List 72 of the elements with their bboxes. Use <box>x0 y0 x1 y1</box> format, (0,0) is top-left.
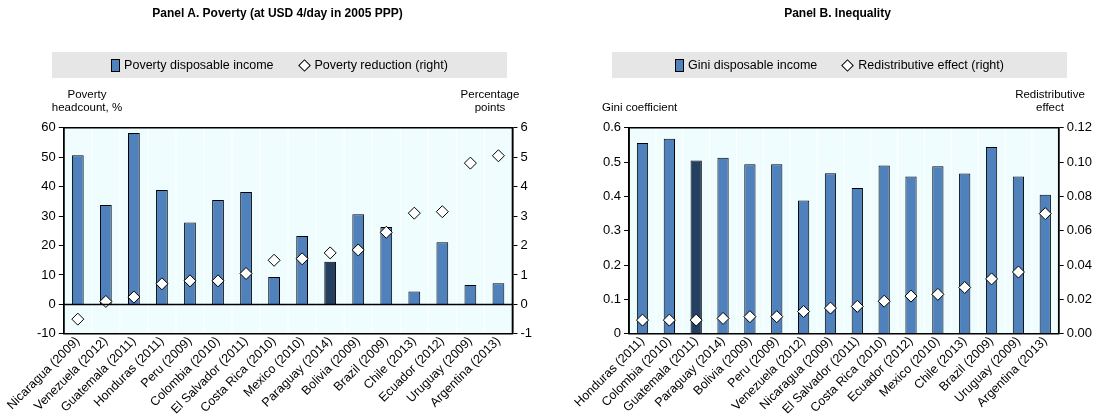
point <box>351 243 365 257</box>
point <box>850 299 864 313</box>
y2-axis-title: Redistributive effect <box>1014 88 1086 114</box>
chart-title: Panel B. Inequality <box>783 6 892 20</box>
y-tick-label: 0.3 <box>602 222 622 238</box>
point <box>211 274 225 288</box>
point <box>463 156 477 170</box>
y-tick-label: 30 <box>41 207 56 223</box>
legend-label: Redistributive effect (right) <box>858 58 1004 72</box>
point <box>267 253 281 267</box>
y2-tick-label: -1 <box>520 325 532 341</box>
y2-tick-label: 4 <box>520 178 528 194</box>
point <box>904 289 918 303</box>
point <box>985 272 999 286</box>
point <box>435 205 449 219</box>
y-tick-label: 0.1 <box>602 291 622 307</box>
y2-tick-label: 6 <box>520 119 528 135</box>
y-tick-label: 0.4 <box>602 188 622 204</box>
y-tick-label: 0.6 <box>602 119 622 135</box>
y2-axis-title: Percentage points <box>459 88 521 114</box>
point <box>797 305 811 319</box>
point <box>716 311 730 325</box>
y2-tick-label: 0.02 <box>1066 291 1093 307</box>
point <box>239 267 253 280</box>
point <box>155 277 169 291</box>
point <box>662 313 676 327</box>
y-tick-label: 60 <box>41 119 56 135</box>
y2-tick-label: 5 <box>520 148 528 164</box>
y2-tick-label: 0.12 <box>1066 119 1093 135</box>
point <box>770 310 784 324</box>
y2-tick-label: 0.08 <box>1066 188 1093 204</box>
legend-label: Gini disposable income <box>688 58 818 72</box>
y2-tick-label: 0.00 <box>1066 325 1093 341</box>
y-tick-label: 40 <box>41 178 56 194</box>
point <box>958 280 972 294</box>
point <box>71 312 85 326</box>
chart-title: Panel A. Poverty (at USD 4/day in 2005 PPP) <box>151 6 404 20</box>
point <box>99 294 113 308</box>
y-tick-label: -10 <box>36 325 56 341</box>
y-tick-label: 0.2 <box>602 256 622 272</box>
y2-tick-label: 1 <box>520 266 528 282</box>
y-tick-label: 20 <box>41 237 56 253</box>
legend-label: Poverty disposable income <box>124 58 274 72</box>
point <box>636 313 649 327</box>
y2-tick-label: 2 <box>520 237 528 253</box>
point <box>379 225 393 239</box>
y-tick-label: 0.5 <box>602 153 622 169</box>
y2-tick-label: 0.10 <box>1066 153 1093 169</box>
y-tick-label: 0 <box>613 325 622 341</box>
y-tick-label: 0 <box>48 295 56 311</box>
legend-label: Poverty reduction (right) <box>314 58 448 72</box>
y2-tick-label: 0.04 <box>1066 256 1093 272</box>
point <box>491 149 505 163</box>
point <box>127 290 141 304</box>
y2-tick-label: 3 <box>520 207 528 223</box>
point <box>931 287 945 301</box>
point <box>1038 207 1052 221</box>
y2-tick-label: 0.06 <box>1066 222 1093 238</box>
y-tick-label: 10 <box>41 266 56 282</box>
y-axis-title: Gini coefficient <box>602 101 679 114</box>
point <box>323 246 337 260</box>
y2-tick-label: 0 <box>520 295 528 311</box>
y-axis-title: Poverty headcount, % <box>50 88 124 114</box>
y-tick-label: 50 <box>41 148 56 164</box>
point <box>295 252 309 266</box>
point <box>823 301 837 315</box>
point <box>743 310 757 324</box>
point <box>877 294 891 308</box>
point <box>689 313 703 327</box>
point <box>1011 265 1025 279</box>
point <box>407 206 421 220</box>
point <box>183 274 197 288</box>
